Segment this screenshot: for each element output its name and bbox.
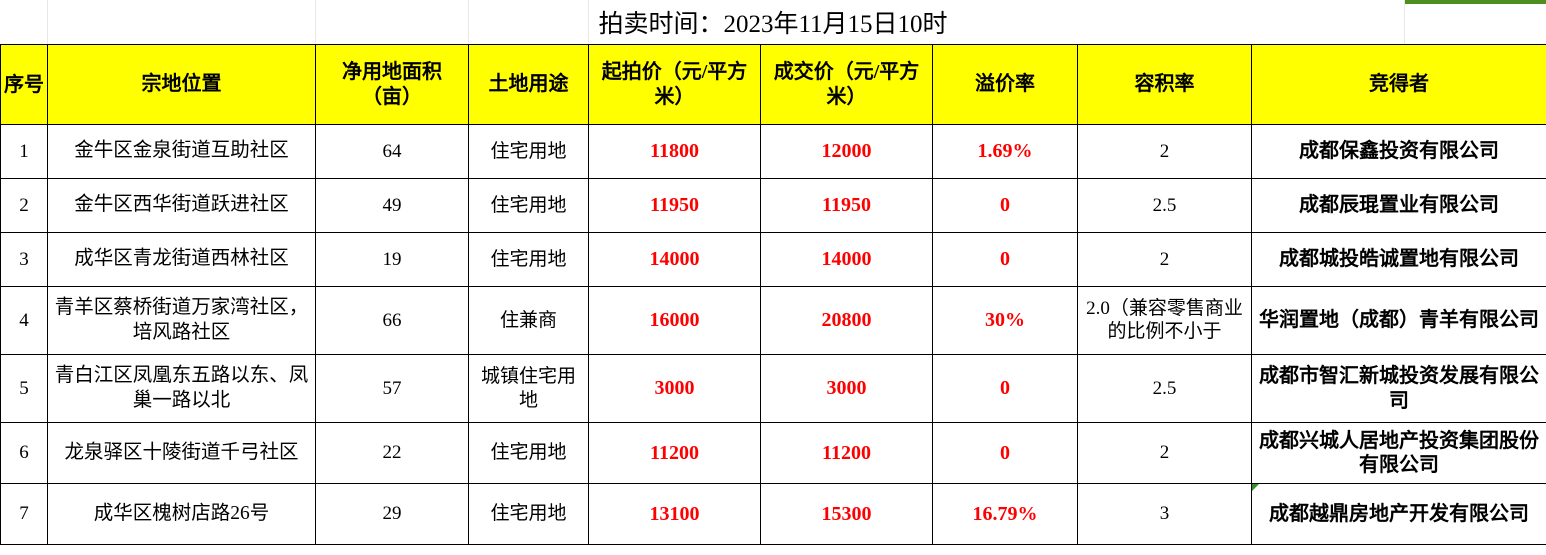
cell-seq[interactable]: 6 bbox=[0, 422, 48, 484]
cell-deal-price[interactable]: 14000 bbox=[760, 232, 933, 287]
column-header-bidder[interactable]: 竞得者 bbox=[1251, 44, 1546, 125]
cell-premium-rate[interactable]: 16.79% bbox=[932, 483, 1078, 545]
cell-use[interactable]: 住宅用地 bbox=[468, 232, 589, 287]
cell-premium-rate[interactable]: 0 bbox=[932, 422, 1078, 484]
cell-premium-rate[interactable]: 30% bbox=[932, 286, 1078, 355]
cell-deal-price[interactable]: 20800 bbox=[760, 286, 933, 355]
cell-deal-price[interactable]: 12000 bbox=[760, 124, 933, 179]
cell-start-price[interactable]: 16000 bbox=[588, 286, 761, 355]
column-header-deal-price[interactable]: 成交价（元/平方米） bbox=[760, 44, 933, 125]
cell-far[interactable]: 2 bbox=[1077, 232, 1252, 287]
cell-location[interactable]: 青白江区凤凰东五路以东、凤巢一路以北 bbox=[47, 354, 316, 423]
cell-bidder-label: 成都越鼎房地产开发有限公司 bbox=[1269, 502, 1529, 525]
cell-deal-price[interactable]: 3000 bbox=[760, 354, 933, 423]
table-row: 6 龙泉驿区十陵街道千弓社区 22 住宅用地 11200 11200 0 2 成… bbox=[0, 422, 1546, 484]
page-title: 拍卖时间：2023年11月15日10时 bbox=[598, 11, 948, 38]
cell-bidder[interactable]: 成都越鼎房地产开发有限公司 bbox=[1251, 483, 1546, 545]
title-row: 拍卖时间：2023年11月15日10时 bbox=[0, 0, 1546, 44]
cell-seq[interactable]: 1 bbox=[0, 124, 48, 179]
table-row: 3 成华区青龙街道西林社区 19 住宅用地 14000 14000 0 2 成都… bbox=[0, 232, 1546, 287]
cell-premium-rate[interactable]: 1.69% bbox=[932, 124, 1078, 179]
title-guide-line bbox=[47, 0, 48, 44]
cell-seq[interactable]: 3 bbox=[0, 232, 48, 287]
table-row: 2 金牛区西华街道跃进社区 49 住宅用地 11950 11950 0 2.5 … bbox=[0, 178, 1546, 233]
table-row: 7 成华区槐树店路26号 29 住宅用地 13100 15300 16.79% … bbox=[0, 483, 1546, 545]
comment-flag-icon[interactable] bbox=[1252, 484, 1259, 491]
top-accent-rule bbox=[1404, 0, 1546, 4]
cell-location[interactable]: 青羊区蔡桥街道万家湾社区，培风路社区 bbox=[47, 286, 316, 355]
cell-use[interactable]: 住宅用地 bbox=[468, 483, 589, 545]
title-guide-line bbox=[315, 0, 316, 44]
cell-location[interactable]: 成华区青龙街道西林社区 bbox=[47, 232, 316, 287]
auction-results-table: 序号 宗地位置 净用地面积（亩） 土地用途 起拍价（元/平方米） 成交价（元/平… bbox=[0, 44, 1546, 545]
table-row: 1 金牛区金泉街道互助社区 64 住宅用地 11800 12000 1.69% … bbox=[0, 124, 1546, 179]
cell-bidder[interactable]: 成都辰琨置业有限公司 bbox=[1251, 178, 1546, 233]
cell-start-price[interactable]: 3000 bbox=[588, 354, 761, 423]
cell-area[interactable]: 22 bbox=[315, 422, 469, 484]
cell-area[interactable]: 49 bbox=[315, 178, 469, 233]
cell-far[interactable]: 2 bbox=[1077, 422, 1252, 484]
column-header-use[interactable]: 土地用途 bbox=[468, 44, 589, 125]
cell-bidder[interactable]: 成都市智汇新城投资发展有限公司 bbox=[1251, 354, 1546, 423]
cell-area[interactable]: 64 bbox=[315, 124, 469, 179]
cell-far[interactable]: 2 bbox=[1077, 124, 1252, 179]
cell-far[interactable]: 2.5 bbox=[1077, 354, 1252, 423]
cell-bidder[interactable]: 成都保鑫投资有限公司 bbox=[1251, 124, 1546, 179]
cell-area[interactable]: 19 bbox=[315, 232, 469, 287]
table-header-row: 序号 宗地位置 净用地面积（亩） 土地用途 起拍价（元/平方米） 成交价（元/平… bbox=[0, 44, 1546, 125]
cell-far[interactable]: 2.0（兼容零售商业的比例不小于 bbox=[1077, 286, 1252, 355]
cell-location[interactable]: 成华区槐树店路26号 bbox=[47, 483, 316, 545]
cell-start-price[interactable]: 13100 bbox=[588, 483, 761, 545]
cell-premium-rate[interactable]: 0 bbox=[932, 354, 1078, 423]
cell-use[interactable]: 住兼商 bbox=[468, 286, 589, 355]
cell-premium-rate[interactable]: 0 bbox=[932, 232, 1078, 287]
cell-far[interactable]: 2.5 bbox=[1077, 178, 1252, 233]
cell-use[interactable]: 住宅用地 bbox=[468, 178, 589, 233]
cell-seq[interactable]: 4 bbox=[0, 286, 48, 355]
cell-seq[interactable]: 2 bbox=[0, 178, 48, 233]
column-header-start-price[interactable]: 起拍价（元/平方米） bbox=[588, 44, 761, 125]
cell-premium-rate[interactable]: 0 bbox=[932, 178, 1078, 233]
title-guide-line bbox=[468, 0, 469, 44]
cell-use[interactable]: 住宅用地 bbox=[468, 422, 589, 484]
cell-deal-price[interactable]: 11200 bbox=[760, 422, 933, 484]
cell-area[interactable]: 57 bbox=[315, 354, 469, 423]
table-row: 5 青白江区凤凰东五路以东、凤巢一路以北 57 城镇住宅用地 3000 3000… bbox=[0, 354, 1546, 423]
cell-area[interactable]: 66 bbox=[315, 286, 469, 355]
cell-bidder[interactable]: 成都兴城人居地产投资集团股份有限公司 bbox=[1251, 422, 1546, 484]
cell-seq[interactable]: 5 bbox=[0, 354, 48, 423]
column-header-seq[interactable]: 序号 bbox=[0, 44, 48, 125]
cell-bidder[interactable]: 成都城投皓诚置地有限公司 bbox=[1251, 232, 1546, 287]
cell-deal-price[interactable]: 11950 bbox=[760, 178, 933, 233]
table-row: 4 青羊区蔡桥街道万家湾社区，培风路社区 66 住兼商 16000 20800 … bbox=[0, 286, 1546, 355]
column-header-far[interactable]: 容积率 bbox=[1077, 44, 1252, 125]
cell-start-price[interactable]: 14000 bbox=[588, 232, 761, 287]
column-header-area[interactable]: 净用地面积（亩） bbox=[315, 44, 469, 125]
cell-start-price[interactable]: 11200 bbox=[588, 422, 761, 484]
cell-use[interactable]: 城镇住宅用地 bbox=[468, 354, 589, 423]
cell-use[interactable]: 住宅用地 bbox=[468, 124, 589, 179]
cell-location[interactable]: 龙泉驿区十陵街道千弓社区 bbox=[47, 422, 316, 484]
cell-location[interactable]: 金牛区西华街道跃进社区 bbox=[47, 178, 316, 233]
column-header-premium-rate[interactable]: 溢价率 bbox=[932, 44, 1078, 125]
cell-deal-price[interactable]: 15300 bbox=[760, 483, 933, 545]
cell-start-price[interactable]: 11950 bbox=[588, 178, 761, 233]
cell-start-price[interactable]: 11800 bbox=[588, 124, 761, 179]
title-guide-line bbox=[1404, 0, 1405, 44]
title-guide-line bbox=[588, 0, 589, 44]
cell-location[interactable]: 金牛区金泉街道互助社区 bbox=[47, 124, 316, 179]
cell-far[interactable]: 3 bbox=[1077, 483, 1252, 545]
cell-area[interactable]: 29 bbox=[315, 483, 469, 545]
cell-bidder[interactable]: 华润置地（成都）青羊有限公司 bbox=[1251, 286, 1546, 355]
column-header-location[interactable]: 宗地位置 bbox=[47, 44, 316, 125]
cell-seq[interactable]: 7 bbox=[0, 483, 48, 545]
